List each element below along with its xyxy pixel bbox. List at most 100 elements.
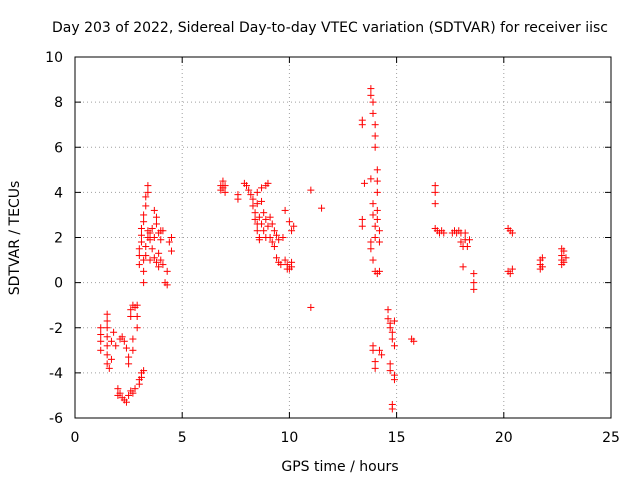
data-point (148, 245, 156, 253)
data-point (367, 91, 375, 99)
data-point (281, 206, 289, 214)
x-axis-title: GPS time / hours (281, 459, 398, 475)
data-point (167, 247, 175, 255)
data-point (369, 200, 377, 208)
data-point (375, 267, 383, 275)
data-point (221, 182, 229, 190)
data-point (97, 346, 105, 354)
data-point (97, 337, 105, 345)
grid (75, 57, 611, 418)
data-point (148, 224, 156, 232)
x-tick-label: 10 (280, 430, 298, 446)
data-point (461, 229, 469, 237)
data-point (253, 227, 261, 235)
data-point (268, 220, 276, 228)
data-point (159, 227, 167, 235)
data-point (142, 202, 150, 210)
data-point (375, 227, 383, 235)
data-point (373, 188, 381, 196)
data-point (251, 215, 259, 223)
data-point (135, 245, 143, 253)
data-points (97, 85, 570, 413)
data-point (97, 324, 105, 332)
data-point (369, 346, 377, 354)
data-point (140, 279, 148, 287)
data-point (431, 182, 439, 190)
data-point (266, 213, 274, 221)
data-point (137, 238, 145, 246)
data-point (140, 256, 148, 264)
data-point (105, 364, 113, 372)
data-point (150, 254, 158, 262)
axis-ticks (74, 56, 612, 419)
data-point (255, 213, 263, 221)
data-point (388, 405, 396, 413)
data-point (264, 179, 272, 187)
data-point (562, 254, 570, 262)
data-point (268, 238, 276, 246)
data-point (146, 229, 154, 237)
data-point (249, 202, 257, 210)
data-point (371, 143, 379, 151)
data-point (373, 177, 381, 185)
data-point (116, 389, 124, 397)
data-point (375, 346, 383, 354)
data-point (159, 261, 167, 269)
data-point (410, 337, 418, 345)
data-point (221, 188, 229, 196)
x-tick-label: 15 (388, 430, 406, 446)
data-point (258, 197, 266, 205)
data-point (371, 234, 379, 241)
data-point (508, 229, 516, 237)
data-point (135, 252, 143, 260)
data-point (367, 245, 375, 253)
data-point (133, 312, 141, 320)
data-point (129, 346, 137, 354)
data-point (275, 236, 283, 244)
data-point (146, 256, 154, 264)
data-point (243, 182, 251, 190)
data-point (129, 389, 137, 397)
data-point (266, 234, 274, 241)
data-point (373, 206, 381, 214)
data-point (318, 204, 326, 212)
data-point (538, 254, 546, 262)
y-tick-label: 0 (54, 276, 63, 292)
data-point (470, 270, 478, 278)
data-point (371, 364, 379, 372)
data-point (140, 267, 148, 275)
data-point (167, 234, 175, 241)
data-point (560, 258, 568, 266)
data-point (258, 184, 266, 192)
data-point (118, 333, 126, 341)
data-point (369, 109, 377, 117)
y-tick-label: 4 (54, 185, 63, 201)
data-point (133, 324, 141, 332)
data-point (358, 215, 366, 223)
data-point (358, 222, 366, 230)
data-point (140, 218, 148, 226)
y-tick-label: -4 (49, 366, 63, 382)
data-point (459, 263, 467, 271)
data-point (307, 303, 315, 311)
data-point (125, 360, 133, 368)
y-tick-label: 8 (54, 95, 63, 111)
data-point (279, 234, 287, 241)
data-point (163, 267, 171, 275)
data-point (283, 261, 291, 269)
data-point (465, 236, 473, 244)
data-point (245, 186, 253, 194)
data-point (155, 249, 163, 257)
data-point (103, 351, 111, 359)
data-point (384, 306, 392, 314)
data-point (146, 236, 154, 244)
data-point (384, 315, 392, 323)
data-point (122, 398, 130, 406)
data-point (506, 270, 514, 278)
data-point (470, 279, 478, 287)
y-tick-label: -2 (49, 321, 63, 337)
data-point (560, 247, 568, 255)
data-point (360, 179, 368, 187)
data-point (260, 227, 268, 235)
